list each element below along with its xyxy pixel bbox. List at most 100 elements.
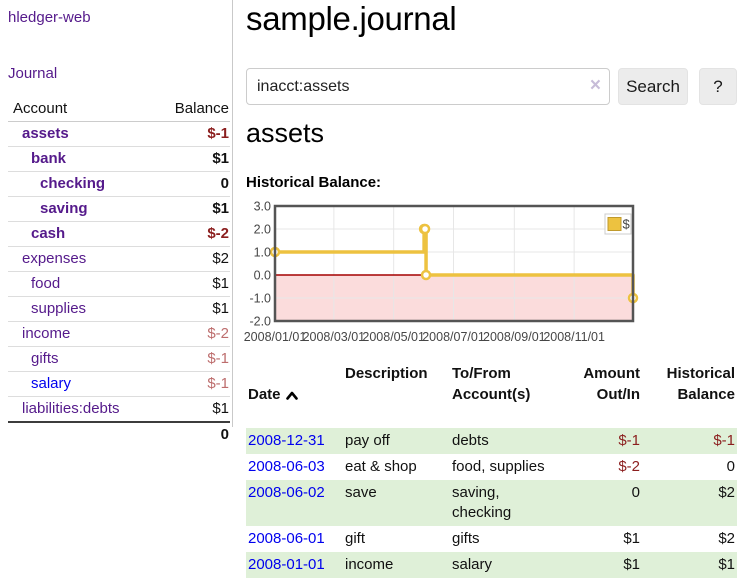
account-balance-food: $1 (152, 271, 230, 297)
main-content: sample.journal × Search ? assets Histori… (244, 0, 737, 582)
account-balance-income: $-2 (152, 321, 230, 347)
accounts-header-row: Account Balance (8, 97, 230, 122)
historical-balance-chart: $3.0 2.0 1.0 0.0 -1.0 -2.0 2008/01/01 2008/03/0… (244, 200, 639, 347)
legend-label: $ (623, 217, 631, 232)
accounts-total: 0 (152, 421, 230, 447)
search-input[interactable] (246, 68, 610, 105)
account-link-salary[interactable]: salary (31, 375, 72, 392)
register-header-description: Description (345, 365, 428, 382)
account-balance-assets: $-1 (152, 121, 230, 147)
transaction-balance: $-1 (713, 432, 735, 449)
register-header-amount: Amount Out/In (583, 365, 640, 403)
transaction-date-link[interactable]: 2008-06-02 (248, 484, 325, 501)
account-row-income: income $-2 (8, 321, 230, 347)
transaction-date-link[interactable]: 2008-06-03 (248, 458, 325, 475)
account-balance-saving: $1 (152, 196, 230, 222)
svg-text:2008/07/01: 2008/07/01 (422, 330, 485, 344)
transaction-amount: $-2 (618, 458, 640, 475)
transaction-account: saving, checking (452, 484, 512, 521)
transaction-amount: $-1 (618, 432, 640, 449)
account-link-bank[interactable]: bank (31, 150, 67, 167)
sidebar: hledger-web Journal Account Balance asse… (0, 0, 232, 447)
accounts-table: Account Balance assets $-1 bank $1 check… (8, 97, 230, 447)
account-row-gifts: gifts $-1 (8, 346, 230, 372)
account-row-bank: bank $1 (8, 146, 230, 172)
transaction-account: food, supplies (452, 458, 545, 475)
register-row: 2008-06-03 eat & shop food, supplies $-2… (246, 454, 737, 480)
register-row: 2008-06-01 gift gifts $1 $2 (246, 526, 737, 552)
search-form: × Search ? (246, 68, 737, 105)
search-button[interactable]: Search (618, 68, 688, 105)
account-link-cash[interactable]: cash (31, 225, 66, 242)
brand-link[interactable]: hledger-web (8, 9, 91, 26)
transaction-description: income (345, 556, 394, 573)
transaction-account: debts (452, 432, 489, 449)
register-table: Date Description To/From Account(s) Amou… (246, 361, 737, 578)
transaction-description: eat & shop (345, 458, 417, 475)
register-row: 2008-01-01 income salary $1 $1 (246, 552, 737, 578)
account-row-cash: cash $-2 (8, 221, 230, 247)
help-button[interactable]: ? (699, 68, 737, 105)
account-balance-salary: $-1 (152, 371, 230, 397)
transaction-description: pay off (345, 432, 390, 449)
svg-text:0.0: 0.0 (254, 269, 271, 283)
register-header-balance: Historical Balance (666, 365, 735, 403)
accounts-header-account: Account (8, 97, 153, 122)
account-balance-checking: 0 (152, 171, 230, 197)
register-row: 2008-12-31 pay off debts $-1 $-1 (246, 428, 737, 454)
transaction-amount: 0 (631, 484, 640, 501)
svg-text:2008/03/01: 2008/03/01 (303, 330, 366, 344)
register-header-account: To/From Account(s) (452, 365, 531, 403)
svg-text:3.0: 3.0 (254, 200, 271, 214)
svg-text:2008/09/01: 2008/09/01 (483, 330, 546, 344)
page-title: sample.journal (246, 0, 457, 37)
accounts-header-balance: Balance (152, 97, 230, 122)
account-link-assets[interactable]: assets (22, 125, 69, 142)
account-link-saving[interactable]: saving (40, 200, 88, 217)
transaction-amount: $1 (623, 530, 640, 547)
account-link-supplies[interactable]: supplies (31, 300, 87, 317)
transaction-date-link[interactable]: 2008-01-01 (248, 556, 325, 573)
register-row: 2008-06-02 save saving, checking 0 $2 (246, 480, 737, 526)
account-link-expenses[interactable]: expenses (22, 250, 87, 267)
account-heading: assets (246, 118, 325, 148)
svg-text:1.0: 1.0 (254, 246, 271, 260)
account-balance-cash: $-2 (152, 221, 230, 247)
chart-legend: $ (604, 213, 632, 235)
clear-search-icon[interactable]: × (589, 75, 601, 96)
account-row-expenses: expenses $2 (8, 246, 230, 272)
sidebar-divider (232, 0, 233, 427)
account-row-liabilities-debts: liabilities:debts $1 (8, 397, 230, 423)
transaction-description: gift (345, 530, 366, 547)
register-header-row: Date Description To/From Account(s) Amou… (246, 361, 737, 428)
account-balance-gifts: $-1 (152, 346, 230, 372)
transaction-balance: $2 (718, 530, 735, 547)
transaction-date-link[interactable]: 2008-12-31 (248, 432, 325, 449)
account-row-assets: assets $-1 (8, 121, 230, 147)
account-balance-liabilities-debts: $1 (212, 400, 229, 417)
account-link-income[interactable]: income (22, 325, 71, 342)
account-row-saving: saving $1 (8, 196, 230, 222)
svg-text:2008/11/01: 2008/11/01 (543, 330, 605, 344)
transaction-balance: 0 (726, 458, 735, 475)
search-box: × (246, 68, 610, 105)
transaction-account: salary (452, 556, 493, 573)
sidebar-item-journal[interactable]: Journal (8, 65, 58, 82)
transaction-date-link[interactable]: 2008-06-01 (248, 530, 325, 547)
account-balance-bank: $1 (152, 146, 230, 172)
register-header-date[interactable]: Date (246, 361, 343, 428)
account-link-food[interactable]: food (31, 275, 61, 292)
transaction-amount: $1 (623, 556, 640, 573)
date-header-label: Date (248, 386, 281, 403)
legend-swatch (607, 217, 622, 231)
account-link-liabilities-debts[interactable]: liabilities:debts (22, 400, 120, 417)
accounts-total-row: 0 (8, 421, 230, 447)
account-link-gifts[interactable]: gifts (31, 350, 59, 367)
svg-text:2008/05/01: 2008/05/01 (362, 330, 425, 344)
account-balance-supplies: $1 (152, 296, 230, 322)
account-balance-expenses: $2 (152, 246, 230, 272)
transaction-account: gifts (452, 530, 480, 547)
account-link-checking[interactable]: checking (40, 175, 106, 192)
chart-svg: $3.0 2.0 1.0 0.0 -1.0 -2.02008/01/012008/03/0… (244, 200, 639, 344)
